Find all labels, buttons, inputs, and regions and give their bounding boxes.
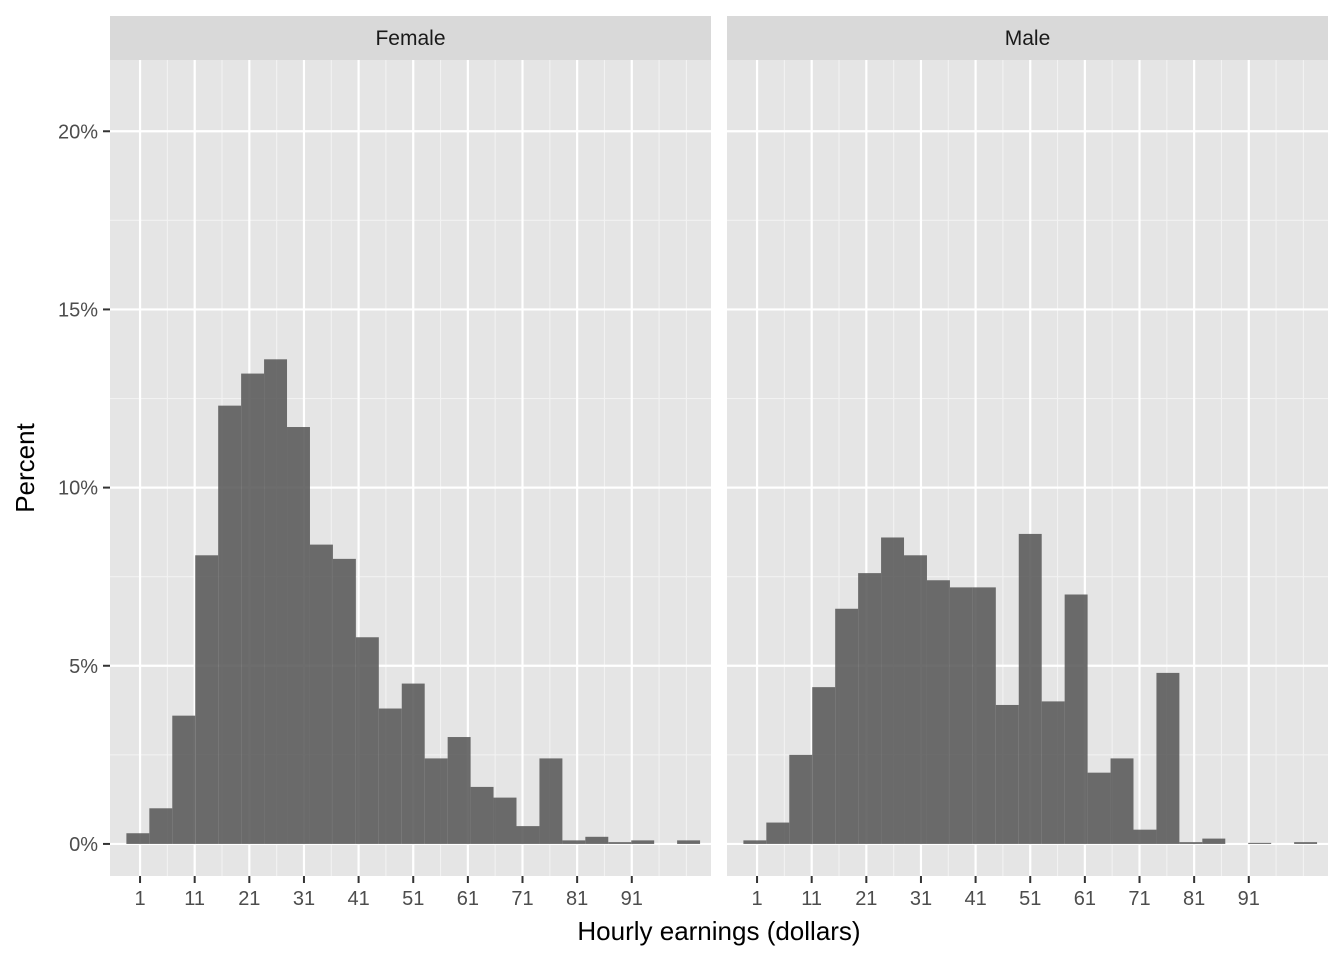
histogram-bar bbox=[195, 555, 219, 844]
histogram-bar bbox=[789, 754, 813, 844]
histogram-bar bbox=[172, 715, 196, 844]
histogram-bar bbox=[516, 826, 540, 844]
histogram-bar bbox=[766, 822, 790, 844]
histogram-bar bbox=[858, 573, 882, 844]
histogram-bar bbox=[355, 637, 379, 844]
histogram-bar bbox=[447, 737, 471, 844]
x-tick-label: 11 bbox=[801, 888, 822, 910]
histogram-bar bbox=[493, 797, 517, 844]
histogram-bar bbox=[1064, 594, 1088, 844]
histogram-bar bbox=[743, 840, 767, 844]
histogram-bar bbox=[1156, 672, 1180, 844]
histogram-bar bbox=[264, 359, 288, 844]
histogram-bar bbox=[149, 808, 173, 844]
panel-male: Male bbox=[727, 16, 1328, 876]
histogram-bar bbox=[972, 587, 996, 844]
x-tick-label: 81 bbox=[566, 888, 588, 910]
panel-female: Female bbox=[110, 16, 711, 876]
histogram-bar bbox=[1248, 842, 1272, 844]
x-tick-label: 1 bbox=[751, 888, 762, 910]
histogram-bar bbox=[585, 836, 609, 844]
y-tick-label: 5% bbox=[69, 656, 98, 678]
histogram-bar bbox=[835, 608, 859, 844]
histogram-bar bbox=[309, 544, 333, 844]
x-axis-male: 1 11 21 31 41 51 61 71 81 91 bbox=[751, 876, 1260, 910]
histogram-bar bbox=[1041, 701, 1065, 844]
y-axis: 0% 5% 10% 15% 20% bbox=[58, 121, 110, 856]
histogram-bar bbox=[126, 833, 150, 844]
x-tick-label: 31 bbox=[910, 888, 932, 910]
facet-strip-label: Female bbox=[375, 27, 445, 50]
facet-panels: Female Male bbox=[110, 16, 1328, 876]
x-tick-label: 91 bbox=[621, 888, 643, 910]
x-tick-label: 51 bbox=[402, 888, 424, 910]
histogram-bar bbox=[1110, 758, 1134, 844]
histogram-bar bbox=[812, 687, 836, 844]
x-tick-label: 11 bbox=[184, 888, 205, 910]
histogram-bar bbox=[332, 558, 356, 844]
facet-strip bbox=[727, 16, 1328, 60]
x-tick-label: 71 bbox=[1128, 888, 1150, 910]
histogram-bar bbox=[608, 842, 632, 844]
histogram-bar bbox=[424, 758, 448, 844]
x-tick-label: 21 bbox=[238, 888, 260, 910]
histogram-bar bbox=[218, 405, 242, 844]
histogram-bar bbox=[1179, 842, 1203, 844]
y-tick-label: 15% bbox=[58, 299, 98, 321]
histogram-bar bbox=[631, 840, 655, 844]
x-tick-label: 41 bbox=[964, 888, 986, 910]
y-axis-title: Percent bbox=[10, 422, 40, 512]
x-tick-label: 51 bbox=[1019, 888, 1041, 910]
histogram-bar bbox=[470, 786, 494, 844]
x-tick-label: 1 bbox=[134, 888, 145, 910]
x-tick-label: 81 bbox=[1183, 888, 1205, 910]
histogram-bar bbox=[881, 537, 905, 844]
y-tick-label: 0% bbox=[69, 834, 98, 856]
histogram-bar bbox=[1294, 842, 1318, 844]
histogram-bar bbox=[401, 683, 425, 844]
x-tick-label: 61 bbox=[457, 888, 479, 910]
histogram-bar bbox=[1133, 829, 1157, 844]
histogram-bar bbox=[995, 704, 1019, 844]
histogram-bar bbox=[539, 758, 563, 844]
histogram-bar bbox=[1202, 838, 1226, 844]
histogram-bar bbox=[562, 840, 586, 844]
histogram-bar bbox=[1018, 533, 1042, 844]
histogram-bar bbox=[1087, 772, 1111, 844]
facet-strip bbox=[110, 16, 711, 60]
histogram-bar bbox=[378, 708, 402, 844]
histogram-bar bbox=[241, 373, 265, 844]
y-tick-label: 10% bbox=[58, 478, 98, 500]
x-tick-label: 21 bbox=[855, 888, 877, 910]
x-tick-label: 31 bbox=[293, 888, 315, 910]
histogram-bar bbox=[677, 840, 701, 844]
histogram-bar bbox=[926, 580, 950, 844]
histogram-bar bbox=[949, 587, 973, 844]
histogram-bar bbox=[904, 555, 927, 844]
x-tick-label: 71 bbox=[511, 888, 533, 910]
x-tick-label: 91 bbox=[1238, 888, 1260, 910]
facet-strip-label: Male bbox=[1005, 27, 1051, 50]
x-axis-female: 1 11 21 31 41 51 61 71 81 91 bbox=[134, 876, 643, 910]
y-tick-label: 20% bbox=[58, 121, 98, 143]
histogram-bar bbox=[287, 427, 310, 844]
x-axis-title: Hourly earnings (dollars) bbox=[577, 916, 860, 946]
x-tick-label: 41 bbox=[347, 888, 369, 910]
x-tick-label: 61 bbox=[1074, 888, 1096, 910]
x-axes: 1 11 21 31 41 51 61 71 81 91 1 11 21 31 41 51 61 71 81 91 bbox=[134, 876, 1260, 910]
